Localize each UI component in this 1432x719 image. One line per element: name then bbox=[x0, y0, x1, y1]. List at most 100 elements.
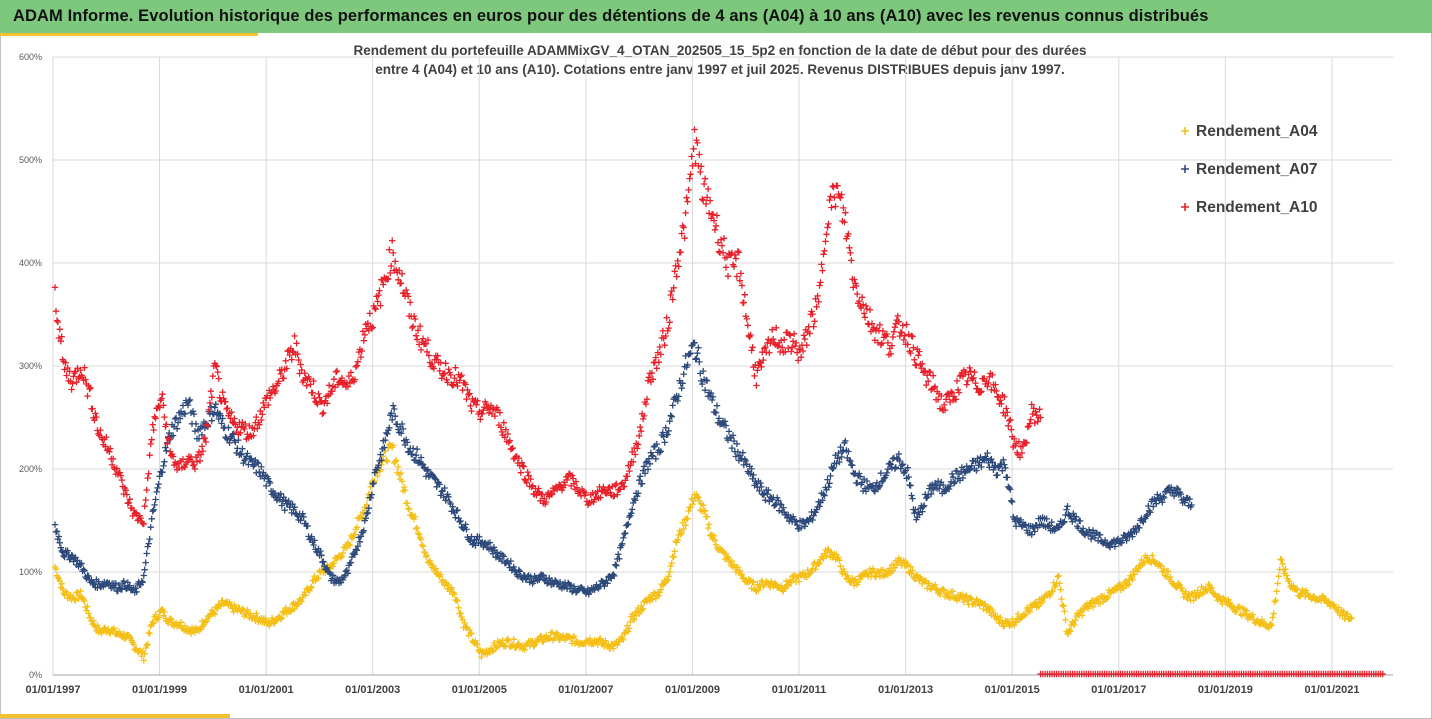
point-rendement-a04 bbox=[570, 633, 578, 640]
point-rendement-a04 bbox=[649, 595, 657, 603]
point-rendement-a04 bbox=[96, 625, 103, 632]
point-rendement-a04 bbox=[1178, 584, 1185, 592]
point-rendement-a10 bbox=[696, 151, 703, 158]
point-rendement-a04 bbox=[668, 559, 675, 567]
point-rendement-a07 bbox=[739, 449, 747, 456]
point-rendement-a07 bbox=[1153, 500, 1160, 507]
point-rendement-a07 bbox=[456, 518, 463, 525]
point-rendement-a07 bbox=[225, 424, 232, 431]
point-rendement-a04 bbox=[781, 585, 788, 593]
point-rendement-a04 bbox=[1344, 610, 1351, 618]
point-rendement-a07 bbox=[728, 444, 736, 452]
point-rendement-a07 bbox=[507, 557, 514, 565]
point-rendement-a07 bbox=[381, 444, 388, 451]
point-rendement-a10 bbox=[1031, 419, 1038, 427]
point-rendement-a10 bbox=[64, 364, 71, 372]
point-rendement-a07 bbox=[1009, 498, 1016, 506]
point-rendement-a10 bbox=[68, 386, 75, 393]
point-rendement-a10 bbox=[703, 194, 711, 201]
x-tick-label: 01/01/2005 bbox=[452, 684, 507, 696]
point-rendement-a10 bbox=[454, 382, 461, 390]
point-rendement-a04 bbox=[90, 617, 97, 624]
point-rendement-a10 bbox=[412, 332, 420, 339]
y-axis: 0% 100% 200% 300% 400% 500% 600% bbox=[19, 52, 42, 680]
point-rendement-a07 bbox=[1004, 474, 1011, 481]
point-rendement-a10 bbox=[682, 209, 689, 217]
point-rendement-a07 bbox=[357, 533, 365, 540]
point-rendement-a04 bbox=[521, 646, 528, 653]
point-rendement-a10 bbox=[520, 463, 527, 470]
point-rendement-a04 bbox=[1072, 617, 1079, 624]
point-rendement-a07 bbox=[279, 498, 286, 505]
point-rendement-a04 bbox=[703, 513, 711, 520]
point-rendement-a04 bbox=[874, 567, 882, 575]
point-rendement-a10 bbox=[697, 168, 704, 176]
point-rendement-a04 bbox=[1225, 596, 1232, 603]
point-rendement-a07 bbox=[146, 535, 153, 543]
point-rendement-a07 bbox=[212, 401, 219, 408]
point-rendement-a04 bbox=[345, 541, 353, 548]
point-rendement-a04 bbox=[665, 573, 672, 580]
point-rendement-a10 bbox=[582, 489, 590, 497]
point-rendement-a04 bbox=[704, 524, 712, 532]
point-rendement-a07 bbox=[742, 457, 749, 465]
point-rendement-a07 bbox=[138, 578, 145, 585]
point-rendement-a04 bbox=[639, 605, 647, 613]
point-rendement-a04 bbox=[415, 531, 423, 538]
point-rendement-a04 bbox=[1071, 621, 1078, 629]
point-rendement-a10 bbox=[158, 395, 165, 402]
chart-subtitle-line-1: Rendement du portefeuille ADAMMixGV_4_OT… bbox=[354, 43, 1087, 58]
point-rendement-a10 bbox=[151, 413, 158, 420]
point-rendement-a10 bbox=[790, 330, 798, 337]
point-rendement-a07 bbox=[173, 425, 181, 432]
point-rendement-a04 bbox=[474, 641, 481, 648]
point-rendement-a07 bbox=[801, 523, 809, 530]
point-rendement-a04 bbox=[569, 634, 577, 641]
point-rendement-a07 bbox=[244, 450, 251, 457]
point-rendement-a07 bbox=[721, 418, 729, 425]
x-axis: 01/01/1997 01/01/1999 01/01/2001 01/01/2003… bbox=[25, 684, 1359, 696]
point-rendement-a07 bbox=[715, 415, 723, 422]
point-rendement-a07 bbox=[635, 490, 642, 497]
point-rendement-a04 bbox=[346, 542, 354, 549]
point-rendement-a10 bbox=[103, 433, 110, 441]
point-rendement-a10 bbox=[410, 312, 418, 320]
point-rendement-a04 bbox=[795, 578, 803, 585]
point-rendement-a07 bbox=[367, 494, 374, 501]
point-rendement-a10 bbox=[203, 421, 211, 428]
point-rendement-a10 bbox=[891, 324, 899, 331]
point-rendement-a07 bbox=[431, 475, 438, 482]
point-rendement-a07 bbox=[949, 474, 957, 481]
point-rendement-a07 bbox=[1133, 528, 1140, 536]
point-rendement-a04 bbox=[1070, 620, 1077, 627]
point-rendement-a07 bbox=[271, 490, 279, 497]
point-rendement-a04 bbox=[689, 500, 696, 508]
point-rendement-a10 bbox=[648, 369, 656, 377]
point-rendement-a04 bbox=[728, 558, 736, 565]
point-rendement-a07 bbox=[896, 457, 903, 465]
point-rendement-a07 bbox=[666, 418, 673, 425]
point-rendement-a10 bbox=[97, 426, 104, 434]
point-rendement-a07 bbox=[968, 462, 975, 469]
point-rendement-a07 bbox=[70, 558, 77, 565]
point-rendement-a10 bbox=[464, 386, 471, 394]
point-rendement-a07 bbox=[1028, 531, 1035, 538]
point-rendement-a04 bbox=[700, 502, 707, 509]
point-rendement-a10 bbox=[237, 429, 244, 436]
point-rendement-a10 bbox=[444, 379, 451, 386]
page-title: ADAM Informe. Evolution historique des p… bbox=[13, 7, 1209, 25]
point-rendement-a07 bbox=[935, 485, 943, 493]
point-rendement-a07 bbox=[353, 547, 361, 554]
point-rendement-a04 bbox=[1277, 555, 1284, 563]
point-rendement-a04 bbox=[610, 645, 617, 652]
point-rendement-a10 bbox=[388, 262, 395, 270]
point-rendement-a04 bbox=[670, 554, 677, 561]
point-rendement-a10 bbox=[519, 462, 526, 469]
point-rendement-a10 bbox=[359, 328, 367, 335]
point-rendement-a07 bbox=[226, 439, 233, 446]
point-rendement-a07 bbox=[974, 455, 981, 462]
point-rendement-a07 bbox=[288, 509, 295, 517]
x-tick-label: 01/01/2009 bbox=[665, 684, 720, 696]
point-rendement-a10 bbox=[331, 384, 339, 391]
point-rendement-a07 bbox=[94, 584, 101, 591]
